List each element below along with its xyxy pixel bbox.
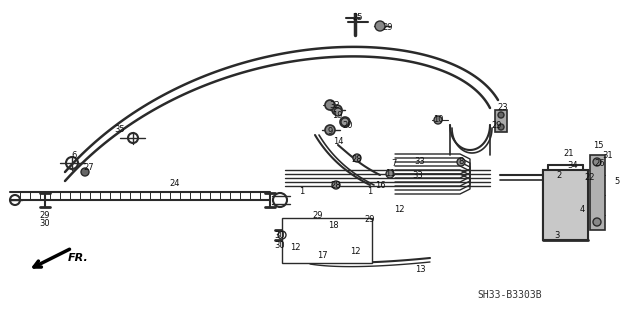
- Text: 30: 30: [275, 241, 285, 249]
- Text: 20: 20: [343, 121, 353, 130]
- Text: 25: 25: [353, 13, 364, 23]
- Text: 15: 15: [593, 142, 604, 151]
- Text: 26: 26: [595, 159, 605, 167]
- Text: 29: 29: [383, 24, 393, 33]
- Circle shape: [498, 112, 504, 118]
- Text: 13: 13: [415, 265, 426, 275]
- Circle shape: [434, 116, 442, 124]
- Text: 27: 27: [84, 164, 94, 173]
- Circle shape: [334, 108, 342, 116]
- Text: 11: 11: [385, 169, 396, 179]
- Text: 21: 21: [564, 149, 574, 158]
- Bar: [495, 110, 507, 132]
- Text: 3: 3: [554, 231, 560, 240]
- Circle shape: [386, 170, 394, 178]
- Text: 17: 17: [317, 251, 327, 261]
- Circle shape: [325, 125, 335, 135]
- Text: 29: 29: [40, 211, 51, 219]
- Text: 29: 29: [492, 121, 502, 130]
- Text: 23: 23: [498, 103, 508, 113]
- Text: 6: 6: [71, 151, 77, 160]
- Text: 35: 35: [115, 125, 125, 135]
- Text: 30: 30: [275, 232, 285, 241]
- Text: 2: 2: [556, 170, 562, 180]
- Circle shape: [593, 158, 601, 166]
- Text: 18: 18: [328, 220, 339, 229]
- Circle shape: [340, 117, 350, 127]
- Circle shape: [325, 100, 335, 110]
- Text: 10: 10: [433, 115, 444, 124]
- Text: 24: 24: [170, 179, 180, 188]
- Circle shape: [457, 158, 465, 166]
- Circle shape: [332, 105, 342, 115]
- Circle shape: [81, 168, 89, 176]
- Text: 29: 29: [365, 216, 375, 225]
- Text: 1: 1: [300, 188, 305, 197]
- Text: 12: 12: [290, 243, 300, 253]
- Bar: [282, 218, 372, 263]
- Text: 12: 12: [349, 248, 360, 256]
- Text: 28: 28: [352, 155, 362, 165]
- Text: 32: 32: [330, 101, 340, 110]
- Text: 12: 12: [394, 205, 404, 214]
- Text: 9: 9: [328, 127, 333, 136]
- Text: 19: 19: [332, 110, 342, 120]
- Text: 33: 33: [415, 158, 426, 167]
- Circle shape: [498, 124, 504, 130]
- Text: FR.: FR.: [68, 253, 89, 263]
- Text: 16: 16: [374, 181, 385, 189]
- Text: 28: 28: [331, 182, 341, 190]
- Text: 33: 33: [413, 170, 424, 180]
- Circle shape: [353, 154, 361, 162]
- Circle shape: [593, 218, 601, 226]
- Circle shape: [332, 181, 340, 189]
- Text: 7: 7: [391, 159, 397, 167]
- Text: 1: 1: [367, 188, 372, 197]
- Bar: [543, 170, 588, 240]
- Circle shape: [375, 21, 385, 31]
- Text: 34: 34: [568, 160, 579, 169]
- Text: 30: 30: [40, 219, 51, 228]
- Text: SH33-B3303B: SH33-B3303B: [477, 290, 542, 300]
- Text: 14: 14: [333, 137, 343, 146]
- Text: 4: 4: [579, 205, 584, 214]
- Text: 22: 22: [585, 174, 595, 182]
- Text: 8: 8: [458, 158, 464, 167]
- Bar: [590, 155, 605, 230]
- Text: 5: 5: [614, 177, 620, 187]
- Text: 29: 29: [313, 211, 323, 219]
- Circle shape: [341, 118, 349, 126]
- Text: 31: 31: [603, 151, 613, 160]
